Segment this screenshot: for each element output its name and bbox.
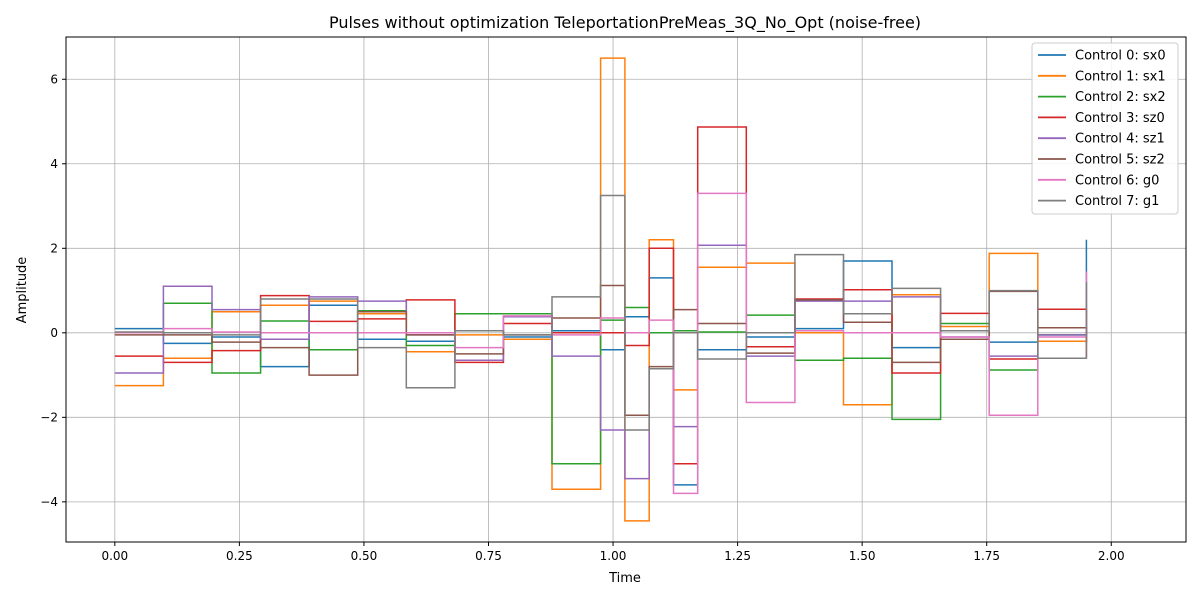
x-tick-label: 0.25 [226,549,253,563]
grid-lines [66,37,1186,542]
x-tick-label: 1.00 [600,549,627,563]
y-tick-label: 4 [50,157,58,171]
legend-label: Control 2: sx2 [1075,90,1166,105]
y-tick-label: 2 [50,241,58,255]
y-axis-label: Amplitude [15,257,30,324]
x-tick-label: 1.25 [724,549,751,563]
x-tick-label: 0.00 [101,549,128,563]
series-lines [114,57,1088,522]
legend-label: Control 3: sz0 [1075,111,1165,126]
y-tick-label: 0 [50,326,58,340]
series-line-5 [114,284,1088,416]
x-axis-label: Time [608,571,641,586]
chart-title: Pulses without optimization Teleportatio… [329,13,921,33]
legend-label: Control 0: sx0 [1075,49,1166,64]
series-line-6 [114,192,1088,495]
x-tick-label: 0.75 [475,549,502,563]
y-axis-ticks: −4 −2 0 2 4 6 [40,72,66,509]
legend-label: Control 4: sz1 [1075,132,1165,147]
y-tick-label: 6 [50,72,58,86]
series-line-7 [114,194,1088,431]
legend-label: Control 5: sz2 [1075,153,1165,168]
legend-label: Control 1: sx1 [1075,69,1166,84]
x-tick-label: 2.00 [1098,549,1125,563]
y-tick-label: −2 [40,410,58,424]
y-tick-label: −4 [40,495,58,509]
legend-label: Control 7: g1 [1075,194,1159,209]
legend-label: Control 6: g0 [1075,173,1159,188]
x-tick-label: 1.50 [849,549,876,563]
x-axis-ticks: 0.00 0.25 0.50 0.75 1.00 1.25 1.50 1.75 2.00 [101,542,1125,563]
legend: Control 0: sx0 Control 1: sx1 Control 2: s… [1031,42,1179,215]
plot-frame [65,36,1187,543]
x-tick-label: 1.75 [973,549,1000,563]
x-tick-label: 0.50 [351,549,378,563]
legend-box [1031,42,1179,215]
